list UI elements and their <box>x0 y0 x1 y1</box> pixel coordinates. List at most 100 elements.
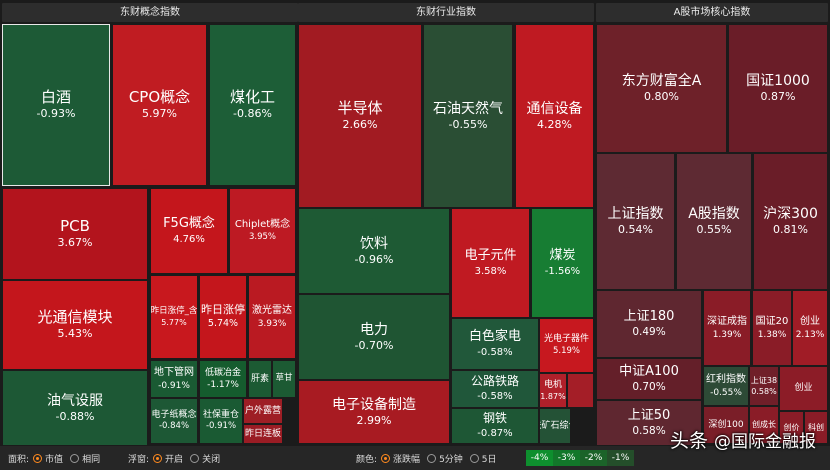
color-option-change[interactable]: 涨跌幅 <box>381 452 420 465</box>
heatmap-tile[interactable]: 电子纸概念 -0.84% <box>150 398 198 444</box>
float-option-on[interactable]: 开启 <box>153 452 183 465</box>
heatmap-tile[interactable]: CPO概念 5.97% <box>112 24 207 186</box>
tile-name: 创成长 <box>752 420 776 430</box>
heatmap-tile[interactable]: PCB 3.67% <box>2 188 148 280</box>
legend-swatch: -4% <box>526 450 553 466</box>
heatmap-tile[interactable]: 半导体 2.66% <box>298 24 422 208</box>
heatmap-tile[interactable]: 国证1000 0.87% <box>728 24 828 153</box>
heatmap-tile[interactable]: 肝素 <box>248 360 272 398</box>
tile-name: 白色家电 <box>468 328 521 344</box>
heatmap-tile[interactable]: 通信设备 4.28% <box>515 24 594 208</box>
heatmap-tile[interactable]: 沪深300 0.81% <box>753 153 828 290</box>
heatmap-tile[interactable]: 上证50 0.58% <box>596 400 702 446</box>
heatmap-tile[interactable]: 科创 <box>804 411 828 444</box>
heatmap-tile[interactable]: 昨日连板 <box>243 424 283 444</box>
heatmap-tile[interactable]: 上证指数 0.54% <box>596 153 675 290</box>
heatmap-tile[interactable]: 电机 1.87% <box>539 373 567 408</box>
heatmap-tile[interactable]: 低碳冶金 -1.17% <box>199 360 247 398</box>
tile-change: -0.58% <box>477 346 513 358</box>
tile-name: 低碳冶金 <box>204 367 241 378</box>
area-option-equal[interactable]: 相同 <box>70 452 100 465</box>
color-option-5min[interactable]: 5分钟 <box>427 452 463 465</box>
tile-change: 1.87% <box>540 392 566 402</box>
tile-name: 电子纸概念 <box>151 409 197 420</box>
heatmap-tile[interactable]: 煤化工 -0.86% <box>209 24 296 186</box>
tile-change: 5.74% <box>207 317 239 329</box>
heatmap-tile[interactable]: 电力 -0.70% <box>298 294 450 380</box>
radio-icon <box>70 453 80 463</box>
heatmap-tile[interactable]: 白酒 -0.93% <box>2 24 110 186</box>
tile-name: CPO概念 <box>128 88 191 107</box>
tile-change: -0.55% <box>710 387 742 398</box>
float-option-off[interactable]: 关闭 <box>190 452 220 465</box>
tile-name: 铁矿石综合 <box>540 420 570 431</box>
heatmap-tile[interactable]: Chiplet概念 3.95% <box>229 188 296 274</box>
heatmap-tile[interactable] <box>567 373 594 408</box>
tile-name: 半导体 <box>337 99 383 118</box>
heatmap-tile[interactable]: 石油天然气 -0.55% <box>423 24 513 208</box>
tile-name: 光电子器件 <box>543 334 589 345</box>
heatmap-tile[interactable]: 昨日涨停_含 5.77% <box>150 275 198 359</box>
heatmap-tile[interactable]: 激光雷达 3.93% <box>248 275 296 359</box>
heatmap-tile[interactable]: A股指数 0.55% <box>676 153 752 290</box>
heatmap-tile[interactable]: 光电子器件 5.19% <box>539 318 594 373</box>
tile-change: 0.58% <box>751 387 777 396</box>
tile-name: 红利指数 <box>706 374 746 386</box>
tile-name: 公路铁路 <box>470 374 519 389</box>
heatmap-tile[interactable]: 红利指数 -0.55% <box>703 366 749 406</box>
tile-change: -0.70% <box>354 338 394 352</box>
heatmap-tile[interactable]: 上证180 0.49% <box>596 290 702 358</box>
heatmap-tile[interactable]: 公路铁路 -0.58% <box>451 370 539 408</box>
heatmap-tile[interactable]: 深创100 <box>703 406 749 444</box>
heatmap-tile[interactable]: 深证成指 1.39% <box>703 290 751 366</box>
radio-icon <box>427 453 437 463</box>
heatmap-tile[interactable]: 电子元件 3.58% <box>451 208 530 318</box>
tile-name: 油气设服 <box>47 392 103 409</box>
radio-icon <box>469 453 479 463</box>
tile-change: 1.38% <box>757 329 787 340</box>
heatmap-tile[interactable]: 创成长 <box>749 406 779 444</box>
float-label: 浮窗: <box>128 454 150 465</box>
color-label: 颜色: <box>356 454 378 465</box>
heatmap-tile[interactable]: 东方财富全A 0.80% <box>596 24 727 153</box>
tile-change: 0.55% <box>696 223 732 237</box>
heatmap-tile[interactable]: 油气设服 -0.88% <box>2 370 148 446</box>
tile-name: 通信设备 <box>526 100 583 117</box>
heatmap-tile[interactable]: F5G概念 4.76% <box>150 188 228 274</box>
tile-change: 0.54% <box>618 223 653 237</box>
tile-name: 肝素 <box>250 373 269 384</box>
heatmap-tile[interactable]: 国证20 1.38% <box>752 290 792 366</box>
heatmap-tile[interactable]: 钢铁 -0.87% <box>451 408 539 444</box>
tile-change: 4.28% <box>537 117 572 131</box>
heatmap-tile[interactable]: 昨日涨停 5.74% <box>199 275 247 359</box>
tile-name: 光通信模块 <box>37 308 113 327</box>
tile-change: 3.67% <box>57 236 93 250</box>
heatmap-tile[interactable]: 地下管网 -0.91% <box>150 360 198 398</box>
tile-change: 3.95% <box>248 231 276 242</box>
watermark: 头条 @国际金融报 <box>670 426 816 453</box>
tile-change: 5.97% <box>142 107 177 121</box>
heatmap-tile[interactable]: 户外露营 <box>243 398 283 424</box>
panel-header: 东财行业指数 <box>298 3 594 22</box>
heatmap-tile[interactable]: 饮料 -0.96% <box>298 208 450 294</box>
heatmap-tile[interactable]: 创价 <box>779 411 804 444</box>
tile-change: -0.91% <box>205 421 237 432</box>
heatmap-tile[interactable]: 白色家电 -0.58% <box>451 318 539 370</box>
color-option-5day[interactable]: 5日 <box>469 452 497 465</box>
tile-name: 中证A100 <box>619 363 679 379</box>
heatmap-tile[interactable]: 煤炭 -1.56% <box>531 208 594 318</box>
heatmap-tile[interactable]: 创业 <box>779 366 828 411</box>
heatmap-tile[interactable]: 社保重仓 -0.91% <box>199 398 243 444</box>
heatmap-tile[interactable]: 草甘 <box>272 360 296 398</box>
heatmap-tile[interactable]: 铁矿石综合 <box>539 408 571 444</box>
tile-change: 0.49% <box>632 326 666 339</box>
tile-name: 煤炭 <box>549 247 576 263</box>
tile-change: -0.96% <box>354 252 394 266</box>
heatmap-tile[interactable]: 电子设备制造 2.99% <box>298 380 450 444</box>
area-option-market-cap[interactable]: 市值 <box>33 452 63 465</box>
heatmap-tile[interactable]: 光通信模块 5.43% <box>2 280 148 370</box>
heatmap-tile[interactable]: 中证A100 0.70% <box>596 358 702 400</box>
heatmap-tile[interactable]: 上证38 0.58% <box>749 366 779 406</box>
tile-change: -0.88% <box>55 409 95 423</box>
heatmap-tile[interactable]: 创业 2.13% <box>792 290 828 366</box>
